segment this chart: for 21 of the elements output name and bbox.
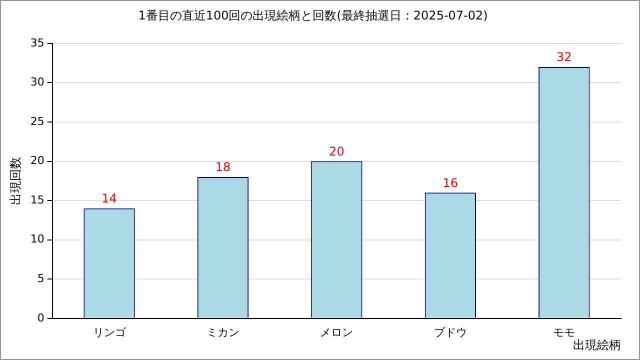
x-tick-label: モモ bbox=[553, 326, 576, 339]
y-tick-label: 30 bbox=[30, 76, 44, 89]
x-tick-label: ブドウ bbox=[434, 326, 467, 339]
y-tick-label: 35 bbox=[30, 36, 44, 50]
y-tick-label: 10 bbox=[30, 232, 44, 246]
y-tick-label: 0 bbox=[37, 311, 44, 324]
x-tick-label: リンゴ bbox=[92, 326, 127, 339]
y-tick-label: 5 bbox=[37, 272, 44, 285]
x-tick-label: メロン bbox=[320, 326, 354, 339]
chart-title: 1番目の直近100回の出現絵柄と回数(最終抽選日：2025-07-02) bbox=[138, 8, 488, 22]
data-label: 32 bbox=[556, 50, 572, 64]
x-tick-label: ミカン bbox=[206, 326, 240, 339]
data-label: 18 bbox=[215, 160, 231, 174]
data-label: 20 bbox=[329, 144, 344, 158]
data-label: 14 bbox=[102, 192, 117, 206]
y-axis-title: 出現回数 bbox=[8, 156, 22, 205]
data-label: 16 bbox=[442, 176, 458, 190]
y-tick-label: 25 bbox=[30, 114, 44, 128]
y-tick-label: 15 bbox=[30, 193, 44, 206]
y-tick-label: 20 bbox=[30, 154, 44, 168]
x-axis-title: 出現絵柄 bbox=[573, 338, 621, 352]
